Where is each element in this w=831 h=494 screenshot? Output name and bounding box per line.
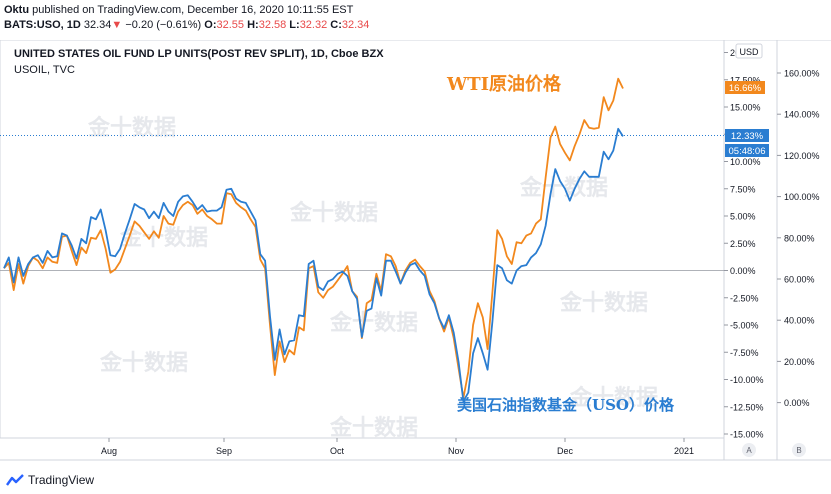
left-tick-label: -7.50% <box>730 348 759 358</box>
low-value: 32.32 <box>299 19 328 31</box>
open-value: 32.55 <box>216 19 245 31</box>
x-tick-label: Oct <box>330 446 345 456</box>
watermark-layer: 金十数据 金十数据 金十数据 金十数据 金十数据 金十数据 金十数据 金十数据 … <box>87 115 658 441</box>
left-tick-label: 10.00% <box>730 157 761 167</box>
countdown-label: 05:48:06 <box>729 146 766 157</box>
down-arrow-icon: ▼ <box>111 19 123 31</box>
scale-button-a[interactable] <box>742 443 756 457</box>
left-tick-label: -15.00% <box>730 430 764 440</box>
x-tick-label: Sep <box>216 446 232 456</box>
price-change: −0.20 (−0.61%) <box>125 19 202 31</box>
right-tick-label: 40.00% <box>784 316 815 326</box>
tradingview-logo-icon <box>6 474 24 486</box>
legend-title: UNITED STATES OIL FUND LP UNITS(POST REV… <box>14 48 384 60</box>
right-tick-label: 20.00% <box>784 357 815 367</box>
scale-button-a-label: A <box>746 446 752 455</box>
right-axis-ticks: 160.00% 140.00% 120.00% 100.00% 80.00% 60.00%… <box>777 69 820 408</box>
published-text: published on TradingView.com, December 1… <box>32 4 354 16</box>
right-tick-label: 0.00% <box>784 398 810 408</box>
close-label: C: <box>330 19 342 31</box>
low-label: L: <box>289 19 300 31</box>
scale-button-b-label: B <box>796 446 801 455</box>
series-layer <box>3 77 624 403</box>
wti-price-label-bg <box>725 81 765 94</box>
left-tick-label: 0.00% <box>730 266 756 276</box>
right-tick-label: 120.00% <box>784 151 820 161</box>
last-price: 32.34 <box>83 19 112 31</box>
x-tick-label: Dec <box>557 446 574 456</box>
footer-brand[interactable]: TradingView <box>28 473 95 487</box>
publish-header: Oktu published on TradingView.com, Decem… <box>0 0 831 40</box>
legend-subtitle: USOIL, TVC <box>14 64 75 76</box>
open-label: O: <box>204 19 217 31</box>
right-tick-label: 140.00% <box>784 110 820 120</box>
watermark: 金十数据 <box>99 350 188 376</box>
close-value: 32.34 <box>341 19 370 31</box>
wti-annotation: WTI原油价格 <box>446 73 562 95</box>
left-tick-label: 17.50% <box>730 75 761 85</box>
scale-button-b[interactable] <box>792 443 806 457</box>
uso-price-label: 12.33% <box>731 131 764 142</box>
left-tick-label: -2.50% <box>730 293 759 303</box>
currency-label: USD <box>739 47 759 57</box>
high-label: H: <box>247 19 259 31</box>
countdown-label-bg <box>725 144 769 157</box>
footer: TradingView <box>6 471 94 489</box>
x-tick-label: 2021 <box>674 446 694 456</box>
currency-badge[interactable] <box>735 43 763 59</box>
left-tick-label: 2.50% <box>730 239 756 249</box>
x-tick-label: Nov <box>448 446 465 456</box>
watermark: 金十数据 <box>569 385 658 411</box>
watermark: 金十数据 <box>289 200 378 226</box>
watermark: 金十数据 <box>87 115 176 141</box>
ohlc-line: BATS:USO, 1D 32.34▼ −0.20 (−0.61%) O:32.… <box>4 19 369 31</box>
left-tick-label: -5.00% <box>730 321 759 331</box>
left-tick-label: 5.00% <box>730 212 756 222</box>
watermark: 金十数据 <box>559 290 648 316</box>
uso-price-label-bg <box>725 129 769 142</box>
wti-price-label: 16.66% <box>729 83 762 94</box>
symbol-label: BATS:USO, 1D <box>4 19 81 31</box>
watermark: 金十数据 <box>329 415 418 441</box>
left-tick-label: 7.50% <box>730 184 756 194</box>
x-tick-label: Aug <box>101 446 117 456</box>
price-chart[interactable]: 金十数据 金十数据 金十数据 金十数据 金十数据 金十数据 金十数据 金十数据 … <box>0 40 831 470</box>
watermark: 金十数据 <box>119 225 208 251</box>
watermark: 金十数据 <box>329 310 418 336</box>
publish-line: Oktu published on TradingView.com, Decem… <box>4 4 353 16</box>
wti-series-line <box>3 77 624 399</box>
x-axis-ticks: Aug Sep Oct Nov Dec 2021 <box>101 438 694 456</box>
author-name[interactable]: Oktu <box>4 4 30 16</box>
left-tick-label: -10.00% <box>730 375 764 385</box>
uso-series-line <box>3 127 624 403</box>
right-tick-label: 100.00% <box>784 192 820 202</box>
high-value: 32.58 <box>258 19 287 31</box>
right-tick-label: 60.00% <box>784 275 815 285</box>
left-tick-label: -12.50% <box>730 402 764 412</box>
uso-annotation: 美国石油指数基金（USO）价格 <box>457 396 675 414</box>
right-tick-label: 80.00% <box>784 233 815 243</box>
right-tick-label: 160.00% <box>784 69 820 79</box>
left-tick-label: 15.00% <box>730 103 761 113</box>
